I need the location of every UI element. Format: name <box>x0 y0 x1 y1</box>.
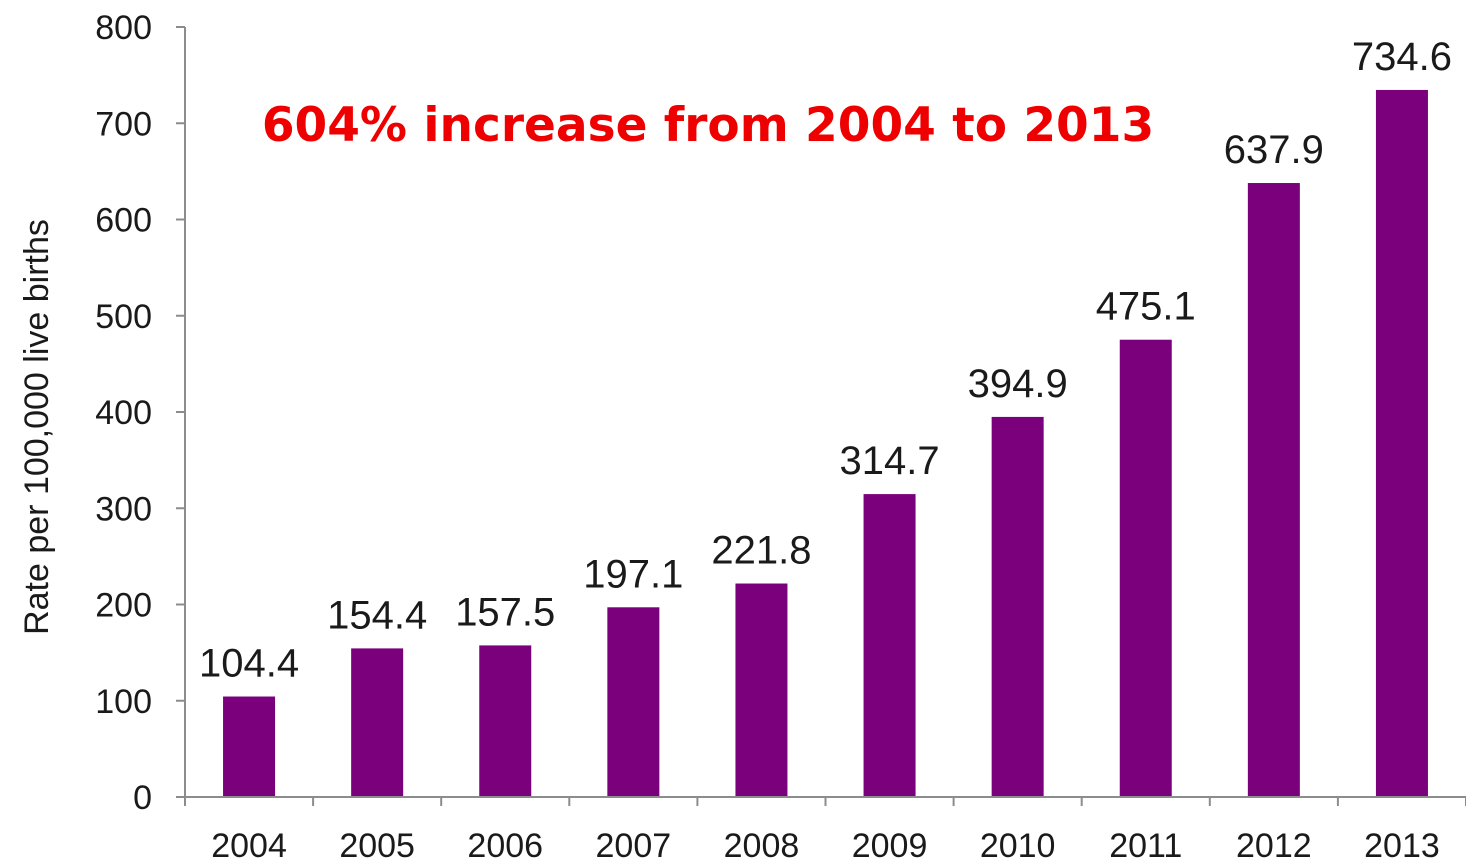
y-tick-label: 600 <box>95 202 152 240</box>
bar <box>479 645 532 797</box>
increase-annotation: 604% increase from 2004 to 2013 <box>262 98 1154 153</box>
bar <box>735 583 788 797</box>
bar <box>991 416 1044 797</box>
data-labels: 104.4 154.4 157.5 197.1 221.8 314.7 394.9 475.1… <box>199 35 1452 686</box>
x-tick-label: 2012 <box>1236 827 1312 863</box>
bar <box>607 607 660 797</box>
y-tick-label: 300 <box>95 490 152 528</box>
bar-value-label: 734.6 <box>1352 35 1452 79</box>
bar-value-label: 394.9 <box>968 362 1068 406</box>
y-tick-label: 500 <box>95 298 152 336</box>
x-tick-label: 2004 <box>211 827 287 863</box>
bar-value-label: 637.9 <box>1224 128 1324 172</box>
bar-value-label: 314.7 <box>839 439 939 483</box>
x-tick-label: 2007 <box>596 827 672 863</box>
bar-value-label: 154.4 <box>327 593 427 637</box>
x-tick-label: 2010 <box>980 827 1056 863</box>
bar-value-label: 197.1 <box>583 552 683 596</box>
x-tick-label: 2006 <box>467 827 543 863</box>
bar <box>351 648 404 797</box>
bar <box>223 696 276 797</box>
x-tick-label: 2008 <box>724 827 800 863</box>
y-axis-ticks: 0 100 200 300 400 500 600 700 800 <box>95 9 185 817</box>
y-tick-label: 400 <box>95 394 152 432</box>
bar <box>1375 89 1428 797</box>
bar <box>863 494 916 797</box>
y-tick-label: 100 <box>95 683 152 721</box>
bar-value-label: 475.1 <box>1096 285 1196 329</box>
y-tick-label: 200 <box>95 587 152 625</box>
bars <box>223 89 1428 798</box>
bar-value-label: 157.5 <box>455 590 555 634</box>
bar-value-label: 104.4 <box>199 642 299 686</box>
x-tick-label: 2005 <box>339 827 415 863</box>
bar <box>1119 339 1172 797</box>
y-tick-label: 0 <box>133 779 152 817</box>
x-axis-ticks: 2004 2005 2006 2007 2008 2009 2010 2011 2012 2013 <box>184 797 1466 863</box>
y-tick-label: 700 <box>95 105 152 143</box>
x-tick-label: 2013 <box>1364 827 1440 863</box>
y-tick-label: 800 <box>95 9 152 47</box>
x-tick-label: 2011 <box>1109 827 1182 863</box>
bar-value-label: 221.8 <box>711 529 811 573</box>
bar <box>1247 183 1300 798</box>
x-tick-label: 2009 <box>852 827 928 863</box>
y-axis-title: Rate per 100,000 live births <box>18 219 56 635</box>
